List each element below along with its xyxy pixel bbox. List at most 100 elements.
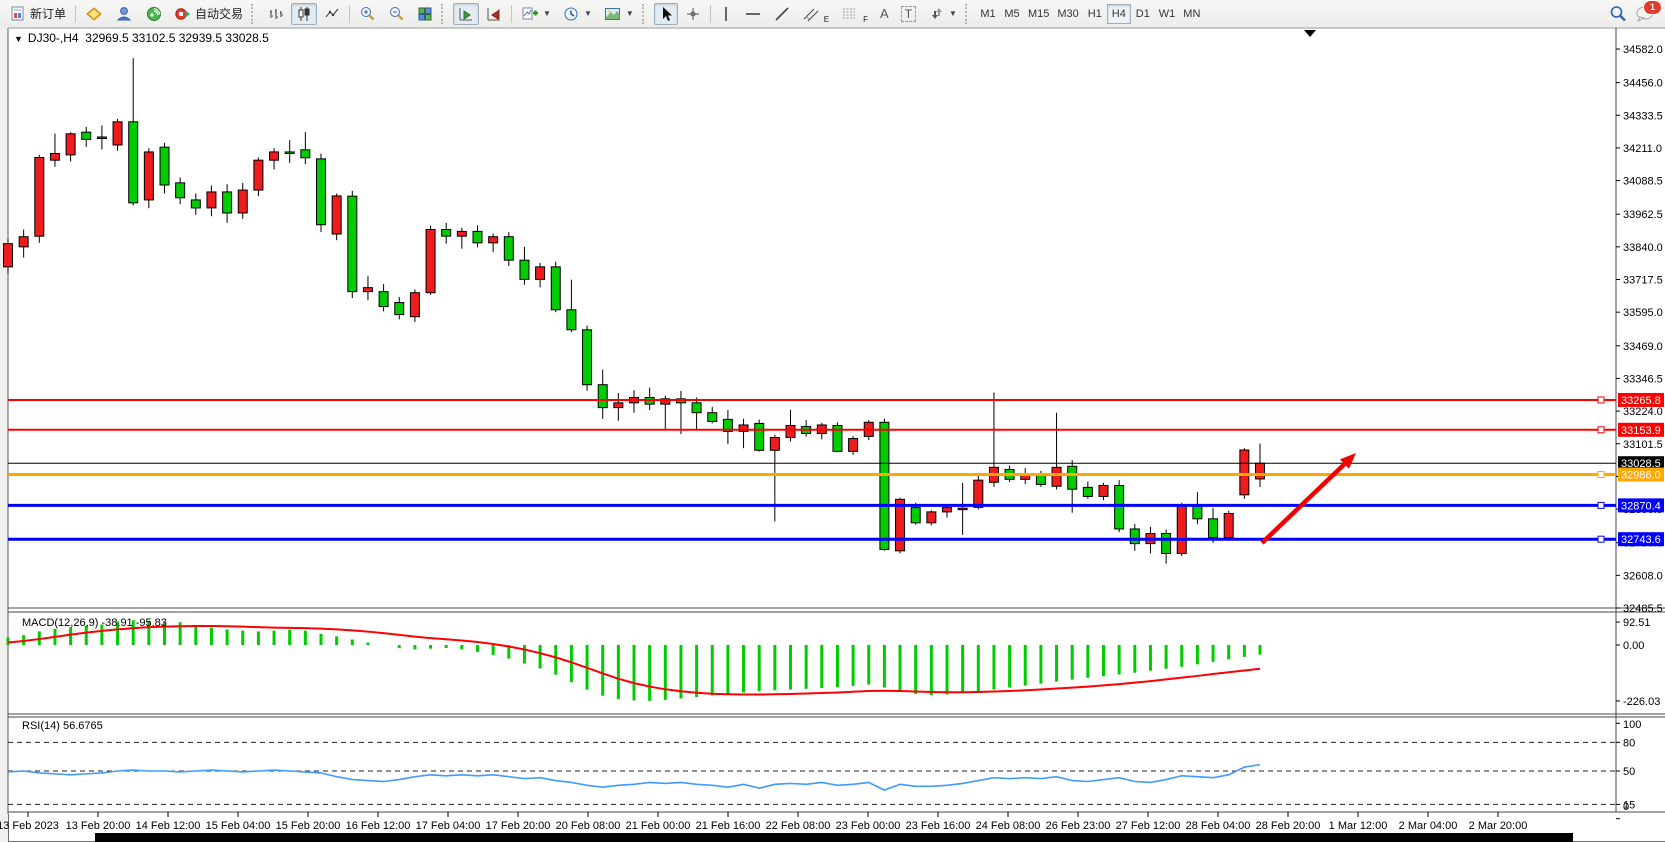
price-tick-label: 32485.5 [1623, 603, 1663, 615]
periods-button[interactable]: ▼ [558, 3, 597, 25]
toolbar-grip [641, 3, 651, 24]
price-tick-label: 33469.0 [1623, 341, 1663, 353]
zoom-in-icon [361, 6, 375, 20]
candle-up [253, 159, 264, 191]
chat-button[interactable]: 1 [1635, 0, 1662, 23]
price-badge [1618, 392, 1664, 407]
candle-down [550, 266, 561, 311]
new-order-button[interactable]: 新订单 [5, 3, 71, 25]
candle-down [378, 291, 389, 308]
candle-down [222, 191, 233, 214]
crosshair-tool-button[interactable] [680, 3, 706, 25]
candle-down [691, 402, 702, 414]
market-watch-button[interactable] [80, 3, 108, 25]
collapse-triangle-icon: ▼ [14, 34, 23, 44]
arrows-icon [932, 7, 943, 19]
text-tool-button[interactable]: A [875, 3, 894, 25]
text-label-tool-button[interactable]: T [896, 3, 921, 25]
timeframe-button-M5[interactable]: M5 [1000, 4, 1024, 24]
annotation-arrow[interactable] [1260, 453, 1356, 545]
price-badge [1618, 467, 1664, 482]
timeframe-button-H1[interactable]: H1 [1083, 4, 1107, 24]
time-tick-label: 21 Feb 00:00 [626, 820, 691, 832]
templates-button[interactable]: ▼ [599, 3, 639, 25]
crosshair-icon [686, 7, 699, 20]
template-icon [604, 7, 620, 20]
dropdown-caret: ▼ [625, 9, 634, 18]
time-tick-label: 26 Feb 23:00 [1046, 820, 1111, 832]
timeframe-button-W1[interactable]: W1 [1155, 4, 1180, 24]
candle-down [159, 146, 170, 186]
profile-button[interactable] [110, 3, 138, 25]
candle-down [81, 131, 92, 140]
bar-chart-button[interactable] [263, 3, 289, 25]
chart-canvas: 34582.0 34456.0 34333.5 34211.0 34088.5 33962… [0, 27, 1665, 832]
hline-33265.8[interactable]: 33265.8 [8, 392, 1664, 407]
line-chart-button[interactable] [319, 3, 345, 25]
rsi-tick-label: 15 [1623, 799, 1635, 811]
fibonacci-tool-button[interactable]: F [836, 3, 873, 25]
auto-scroll-button[interactable] [453, 2, 480, 25]
toolbar-right: 1 [1609, 0, 1665, 23]
arrange-windows-button[interactable] [412, 3, 438, 25]
time-tick-label: 2 Mar 20:00 [1469, 820, 1528, 832]
dropdown-caret: ▼ [543, 9, 551, 18]
time-tick-label: 28 Feb 04:00 [1186, 820, 1251, 832]
time-tick-label: 27 Feb 12:00 [1116, 820, 1181, 832]
indicators-button[interactable]: ▼ [516, 3, 556, 25]
zoom-in-button[interactable] [354, 3, 381, 25]
candle-up [488, 236, 499, 244]
timeframe-button-H4[interactable]: H4 [1106, 3, 1131, 24]
trendline-tool-button[interactable] [769, 3, 795, 25]
vertical-line-tool-button[interactable] [715, 3, 737, 25]
hline-33153.9[interactable]: 33153.9 [8, 422, 1664, 437]
price-badge [1618, 456, 1664, 471]
candle-down [722, 418, 733, 432]
macd-name: MACD(12,26,9) [22, 617, 99, 629]
rsi-tick-label: 100 [1623, 719, 1641, 731]
arrows-tool-button[interactable]: ▼ [923, 3, 962, 25]
price-tick-label: 32608.0 [1623, 570, 1663, 582]
auto-trading-button[interactable]: 自动交易 [170, 3, 248, 25]
macd-tick-label: 0.00 [1623, 640, 1644, 652]
chart-title[interactable]: ▼ DJ30-,H4 32969.5 33102.5 32939.5 33028.… [14, 31, 269, 45]
timeframe-button-M30[interactable]: M30 [1053, 4, 1082, 24]
candle-up [613, 402, 624, 409]
time-tick-label: 21 Feb 16:00 [696, 820, 761, 832]
candlestick-chart-button[interactable] [291, 2, 318, 25]
candle-up [18, 236, 29, 248]
hline-32986.0[interactable]: 32986.0 [8, 467, 1664, 482]
time-tick-label: 14 Feb 12:00 [136, 820, 201, 832]
candle-down [394, 302, 405, 316]
candle-up [895, 498, 906, 552]
candle-up [49, 153, 60, 161]
price-tick-label: 34456.0 [1623, 78, 1663, 90]
text-label-icon: T [900, 5, 917, 22]
market-watch-icon [86, 6, 102, 21]
chart-title-symbol: DJ30-,H4 [27, 31, 79, 45]
timeframe-button-MN[interactable]: MN [1179, 4, 1204, 24]
candle-up [65, 133, 76, 156]
candle-up [269, 151, 280, 161]
candle-down [1114, 484, 1125, 530]
timeframe-button-M15[interactable]: M15 [1024, 4, 1053, 24]
hline-32870.4[interactable]: 32870.4 [8, 498, 1664, 513]
zoom-out-button[interactable] [383, 3, 410, 25]
hline-32743.6[interactable]: 32743.6 [8, 532, 1664, 547]
cursor-tool-button[interactable] [653, 2, 678, 25]
channel-tool-button[interactable]: E [797, 3, 834, 25]
horizontal-line-tool-button[interactable] [739, 3, 767, 25]
search-icon[interactable] [1609, 5, 1627, 23]
signals-button[interactable] [140, 3, 168, 25]
timeframe-button-M1[interactable]: M1 [976, 4, 1000, 24]
candle-up [785, 424, 796, 438]
chart-shift-button[interactable] [481, 3, 507, 25]
timeframe-button-D1[interactable]: D1 [1131, 4, 1155, 24]
time-tick-label: 16 Feb 12:00 [346, 820, 411, 832]
price-badge [1618, 498, 1664, 513]
time-tick-label: 13 Feb 20:00 [66, 820, 131, 832]
candle-down [347, 195, 358, 293]
time-tick-label: 20 Feb 08:00 [556, 820, 621, 832]
candle-down [566, 309, 577, 331]
